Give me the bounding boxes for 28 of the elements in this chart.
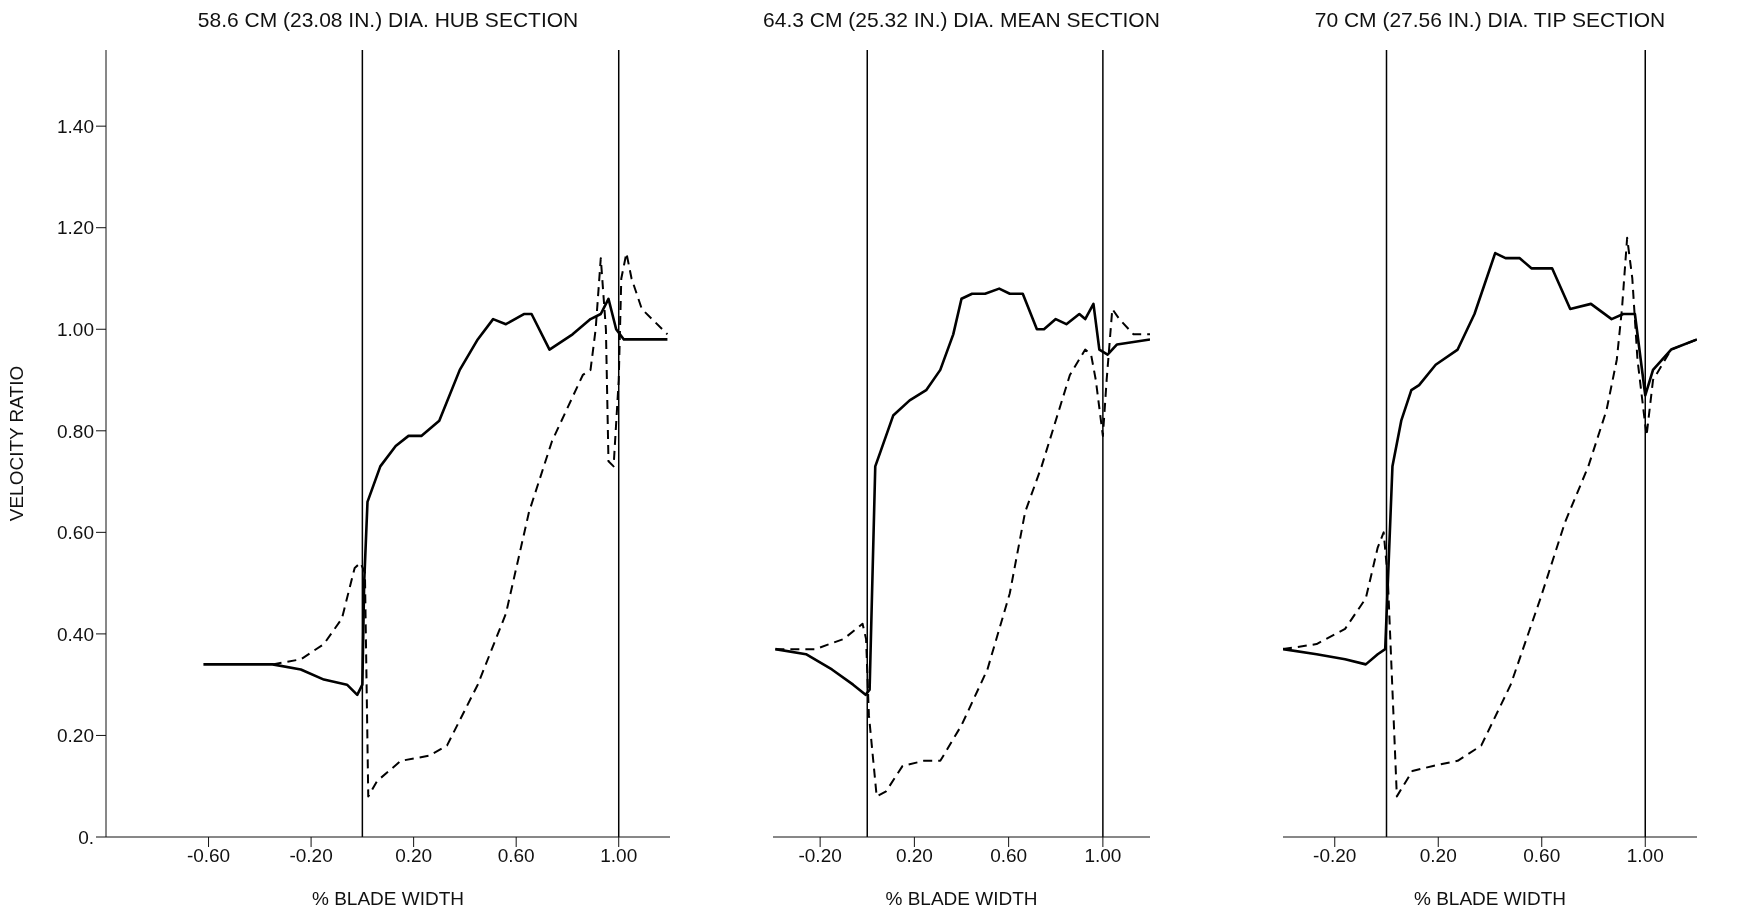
x-tick-label: 0.20 [895, 845, 933, 867]
chart-title: 70 CM (27.56 IN.) DIA. TIP SECTION [1313, 8, 1667, 32]
x-axis-title: % BLADE WIDTH [885, 888, 1038, 909]
chart-title: 64.3 CM (25.32 IN.) DIA. MEAN SECTION [762, 8, 1161, 32]
y-axis-title: VELOCITY RATIO [5, 365, 27, 522]
x-tick-label: -0.60 [186, 845, 231, 867]
y-tick-label: 0. [78, 826, 94, 848]
y-tick-label: 0.60 [57, 522, 94, 544]
x-tick-label: 1.00 [1084, 845, 1122, 867]
y-tick-label: 0.20 [57, 725, 94, 747]
y-tick-label: 1.20 [57, 217, 94, 239]
x-tick-label: 0.60 [1523, 845, 1561, 867]
x-tick-label: 0.60 [990, 845, 1028, 867]
y-tick-label: 1.40 [57, 115, 94, 137]
x-tick-label: -0.20 [1313, 845, 1357, 867]
x-tick-label: -0.20 [289, 845, 333, 867]
x-tick-label: 0.20 [395, 845, 433, 867]
x-tick-label: 0.60 [497, 845, 535, 867]
x-tick-label: 1.00 [600, 845, 638, 867]
y-tick-label: 0.80 [57, 420, 94, 442]
x-tick-label: 1.00 [1626, 845, 1664, 867]
x-axis-title: % BLADE WIDTH [1413, 888, 1567, 909]
x-tick-label: 0.20 [1419, 845, 1457, 867]
chart-title: 58.6 CM (23.08 IN.) DIA. HUB SECTION [196, 8, 580, 32]
y-tick-label: 0.40 [57, 623, 94, 645]
x-axis-title: % BLADE WIDTH [311, 888, 465, 909]
y-tick-label: 1.00 [57, 319, 94, 340]
x-tick-label: -0.20 [798, 845, 842, 867]
